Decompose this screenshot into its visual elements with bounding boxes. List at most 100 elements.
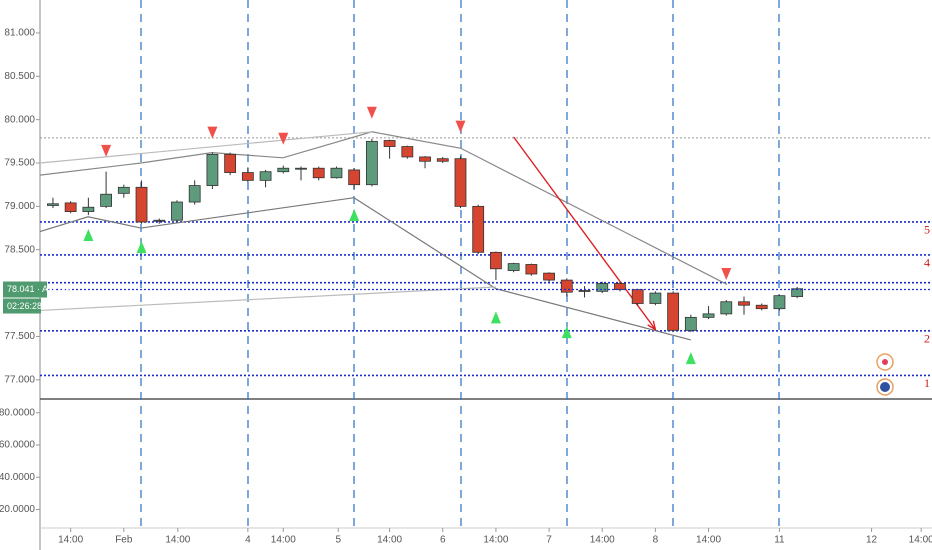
arrow-line — [513, 136, 656, 330]
x-tick-label: 14:00 — [58, 535, 83, 546]
countdown: 02:26:28 — [7, 301, 42, 311]
candle-body — [419, 156, 431, 162]
candle-body — [720, 301, 733, 315]
buy-signal — [136, 241, 147, 254]
candle-body — [241, 172, 254, 181]
y-tick-label: 77.500 — [4, 331, 35, 342]
candle-body — [224, 153, 237, 173]
sell-signal — [207, 126, 218, 139]
x-tick-label: 7 — [546, 535, 552, 546]
candle-body — [490, 251, 502, 270]
sell-signal — [366, 106, 377, 119]
candle-body — [560, 279, 573, 293]
y-tick-label: 77.000 — [4, 374, 35, 385]
level-label: 4 — [924, 256, 930, 270]
candle-body — [631, 289, 644, 304]
alert-dot — [882, 359, 888, 365]
level-label: 2 — [924, 332, 930, 346]
candle-body — [171, 201, 183, 221]
y-tick-label: 60.0000 — [0, 440, 35, 451]
sell-signal — [455, 120, 466, 133]
candle-body — [64, 202, 77, 212]
candle-body — [135, 186, 148, 223]
candle-body — [738, 301, 750, 306]
event-dot — [880, 382, 890, 392]
x-tick-label: 14:00 — [590, 535, 615, 546]
candle-body — [507, 263, 520, 271]
candle-body — [649, 292, 662, 304]
buy-signal — [349, 209, 360, 222]
candle-body — [472, 205, 485, 253]
y-tick-label: 79.000 — [4, 201, 35, 212]
sell-signal — [721, 268, 732, 281]
level-label: 5 — [924, 223, 930, 237]
x-tick-label: 14:00 — [377, 535, 402, 546]
candle-body — [259, 171, 272, 181]
candle-body — [383, 140, 396, 147]
candle-body — [100, 193, 112, 207]
candle-body — [117, 186, 130, 194]
x-tick-label: 14:00 — [165, 535, 190, 546]
y-tick-label: 78.500 — [4, 244, 35, 255]
x-tick-label: 11 — [774, 535, 785, 546]
y-tick-label: 80.500 — [4, 71, 35, 82]
trendline — [39, 197, 691, 341]
buy-signal — [561, 326, 572, 339]
candle-body — [401, 146, 414, 158]
candle-body — [684, 316, 697, 331]
trendline — [39, 131, 728, 285]
y-tick-label: 40.0000 — [0, 472, 35, 483]
event-icon[interactable] — [876, 378, 894, 396]
candle-body — [330, 167, 343, 179]
countdown-box — [3, 298, 41, 314]
y-tick-label: 80.000 — [4, 114, 35, 125]
x-tick-label: 6 — [440, 535, 446, 546]
candle-body — [755, 304, 768, 310]
buy-signal — [685, 352, 696, 365]
last-price-label: 78.041 · AUDJPY — [7, 284, 78, 294]
candle-body — [596, 283, 609, 292]
candle-body — [153, 219, 166, 222]
candle-body — [436, 158, 449, 162]
x-tick-label: 8 — [653, 535, 659, 546]
candle-body — [773, 295, 786, 310]
candle-body — [188, 185, 201, 203]
x-tick-label: 14:00 — [696, 535, 721, 546]
last-price-box — [3, 281, 47, 298]
sell-signal — [101, 144, 112, 157]
candle-body — [702, 313, 715, 318]
candle-body — [791, 288, 804, 297]
x-tick-label: 12 — [866, 535, 878, 546]
x-tick-label: 14:00 — [909, 535, 932, 546]
sell-signal — [278, 132, 289, 145]
candle-body — [667, 292, 680, 331]
candle-body — [277, 167, 290, 173]
candle-body — [47, 203, 59, 206]
y-tick-label: 80.0000 — [0, 407, 35, 418]
y-tick-label: 81.000 — [4, 28, 35, 39]
x-tick-label: 4 — [245, 535, 251, 546]
buy-signal — [83, 228, 94, 241]
alert-icon[interactable] — [876, 353, 894, 371]
x-tick-label: 14:00 — [271, 535, 296, 546]
trendline — [39, 286, 496, 312]
x-tick-label: 14:00 — [483, 535, 508, 546]
candle-body — [348, 169, 361, 186]
candle-body — [614, 283, 626, 291]
candle-body — [525, 264, 538, 275]
x-tick-label: 5 — [335, 535, 341, 546]
candle-body — [295, 167, 307, 170]
y-tick-label: 79.500 — [4, 158, 35, 169]
candle-body — [365, 140, 378, 186]
trendline — [39, 131, 372, 164]
arrow-head — [647, 320, 657, 331]
candle-body — [312, 167, 325, 179]
level-label: 1 — [924, 376, 930, 390]
buy-signal — [490, 311, 501, 324]
y-tick-label: 20.0000 — [0, 504, 35, 515]
x-tick-label: Feb — [115, 535, 133, 546]
candle-body — [578, 290, 591, 292]
candle-body — [454, 158, 467, 207]
